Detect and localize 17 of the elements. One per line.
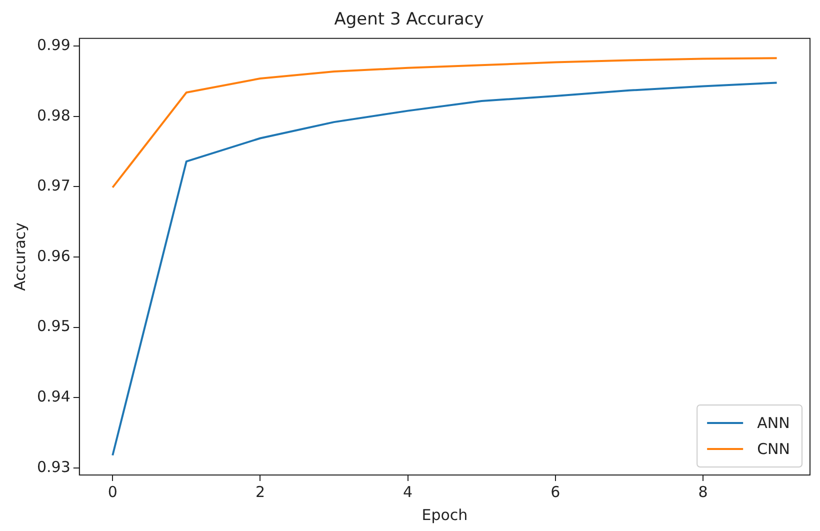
chart-title: Agent 3 Accuracy [334,10,484,30]
x-tick-label: 6 [550,482,560,501]
y-tick-label: 0.94 [36,388,70,406]
y-tick-label: 0.93 [36,458,70,476]
legend-label: ANN [757,414,790,432]
x-tick-label: 2 [255,482,265,501]
y-tick-label: 0.99 [36,36,70,54]
x-tick-label: 4 [403,482,413,501]
x-tick-label: 8 [698,482,708,501]
y-tick-label: 0.98 [36,106,70,124]
y-tick-label: 0.97 [36,176,70,195]
x-tick-label: 0 [108,482,118,501]
y-tick-label: 0.96 [36,246,70,265]
legend-label: CNN [757,440,790,458]
y-axis-title: Accuracy [10,222,29,291]
y-tick-label: 0.95 [36,317,70,336]
x-axis-title: Epoch [422,506,468,524]
